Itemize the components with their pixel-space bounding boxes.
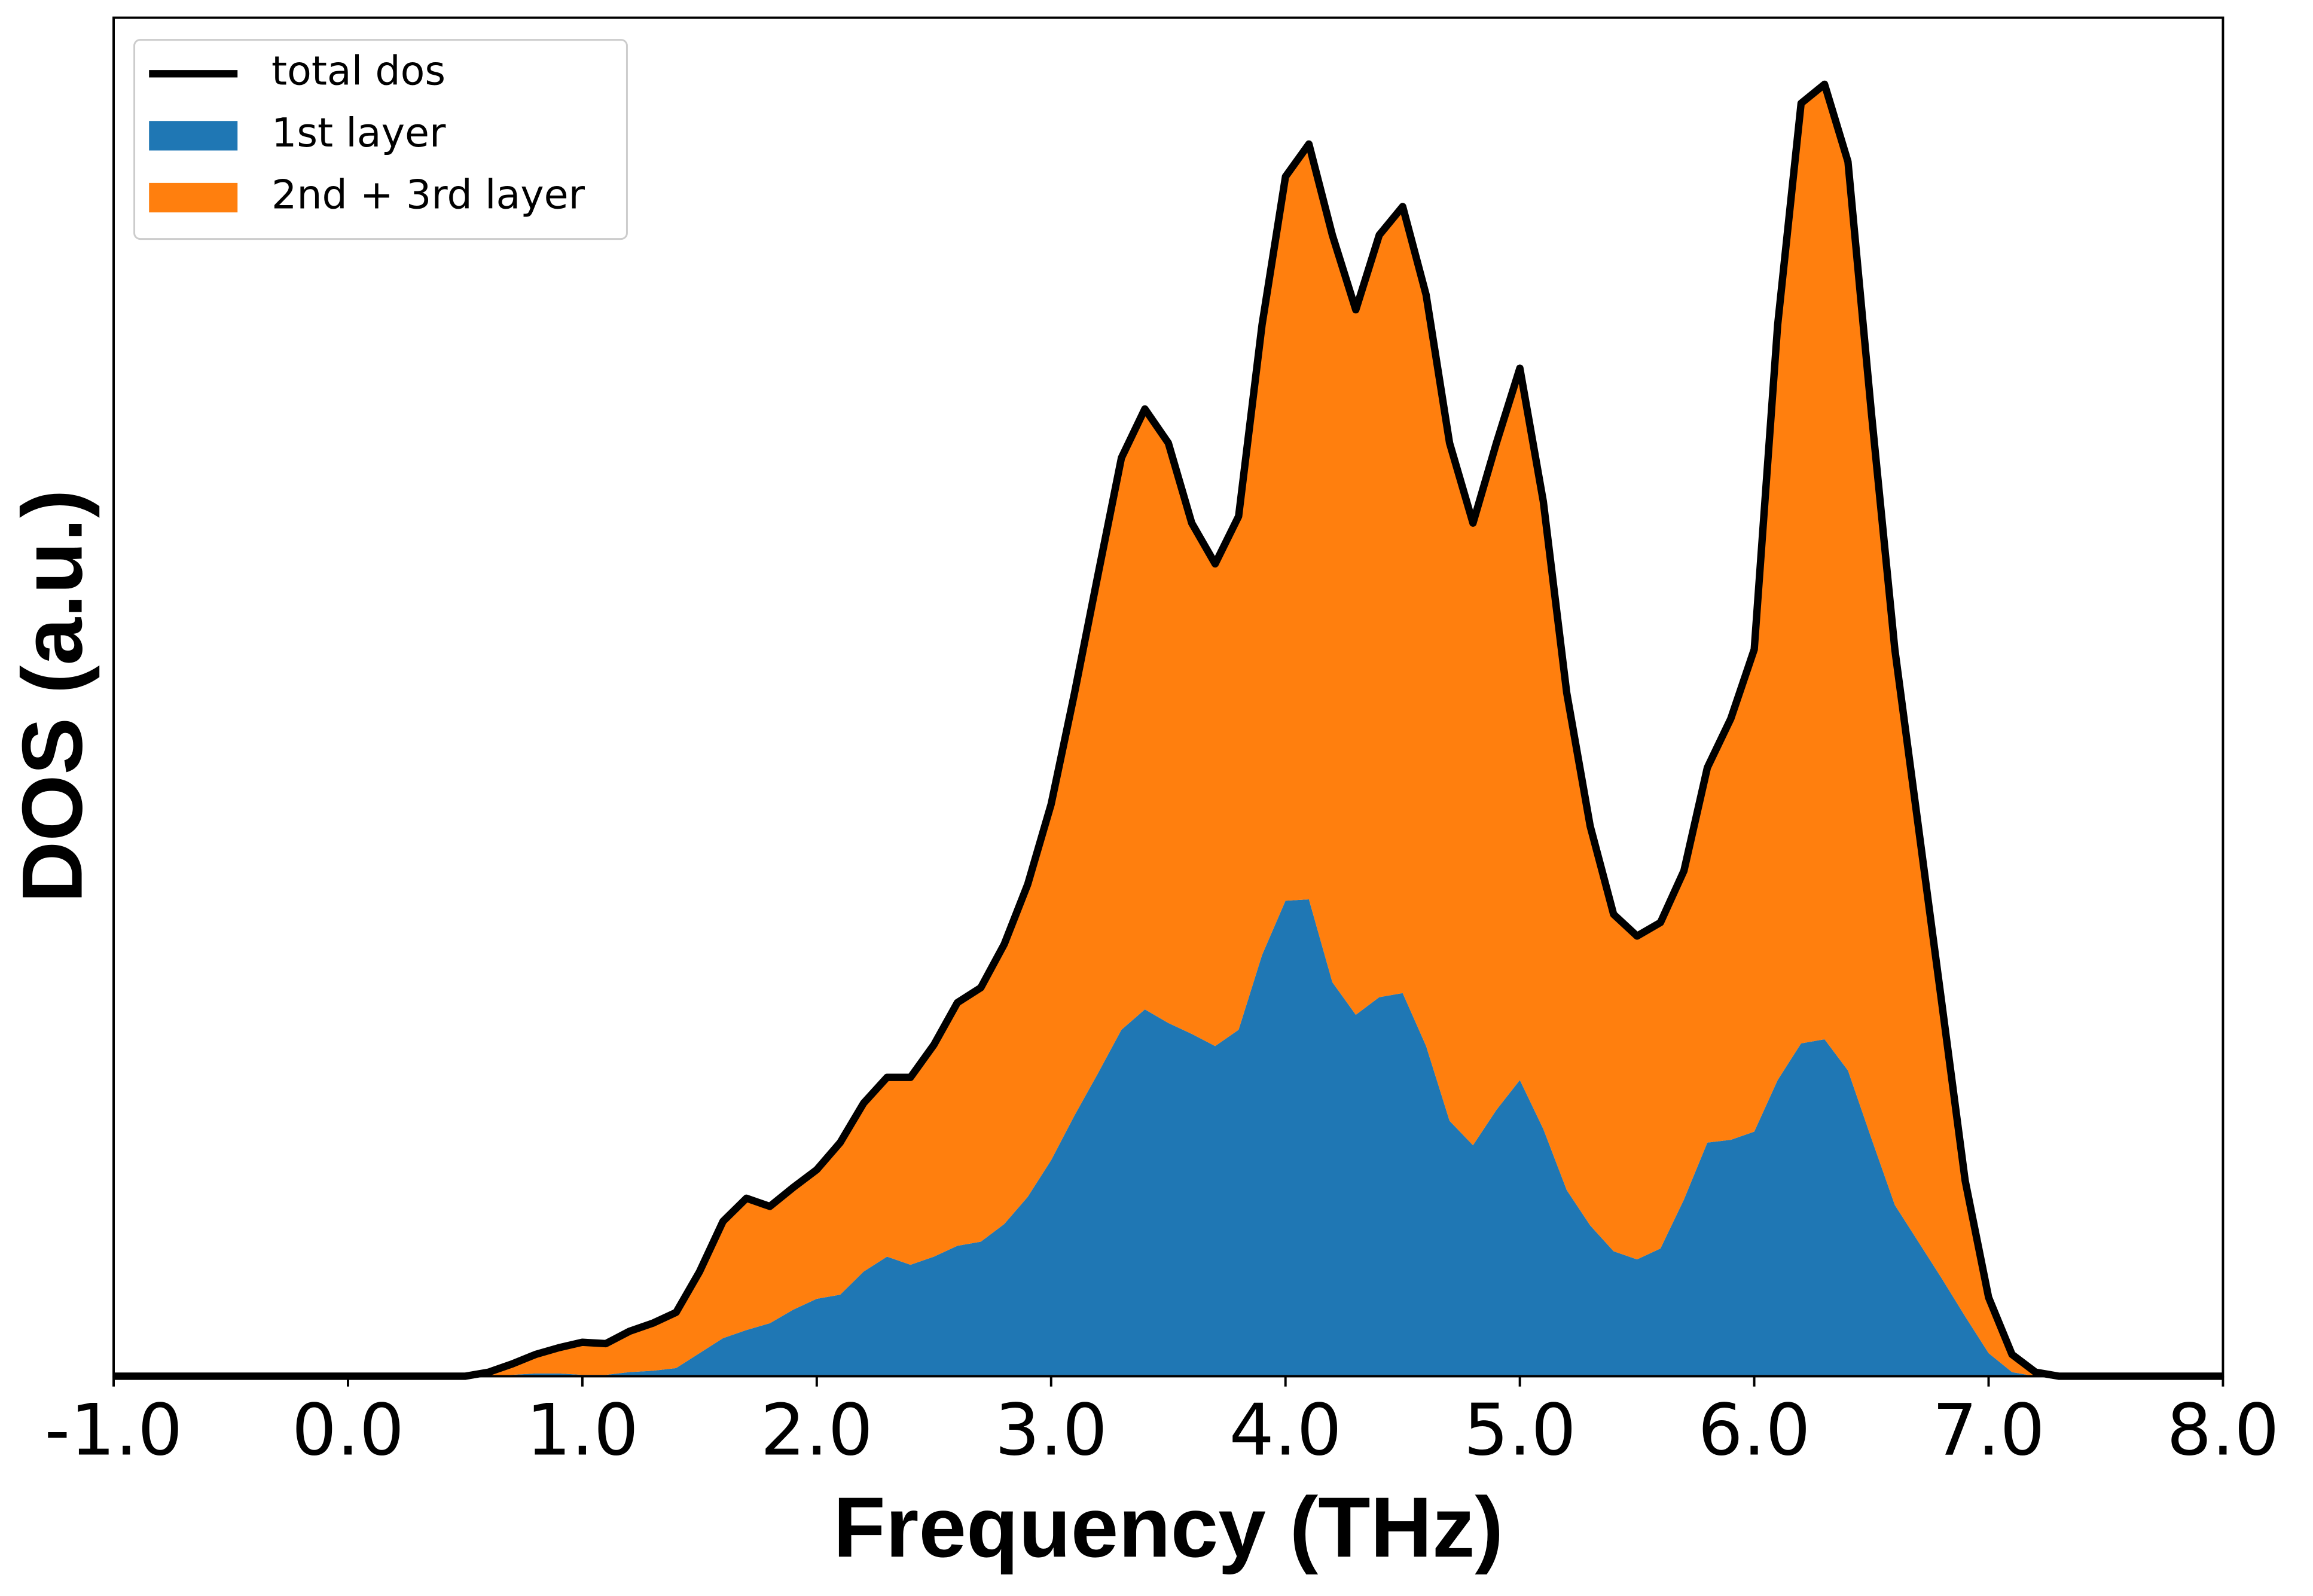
line bbox=[114, 80, 2223, 1380]
x-tick-label: 5.0 bbox=[1463, 1389, 1576, 1471]
y-axis-label: DOS (a.u.) bbox=[5, 490, 100, 904]
legend-label: 1st layer bbox=[271, 109, 446, 156]
axes-frame bbox=[112, 16, 2224, 1378]
x-axis-label: Frequency (THz) bbox=[833, 1479, 1503, 1575]
area bbox=[114, 899, 2223, 1377]
x-tick-label: 0.0 bbox=[292, 1389, 404, 1471]
area bbox=[114, 84, 2223, 1377]
x-tick-label: 8.0 bbox=[2166, 1389, 2279, 1471]
x-tick-label: 6.0 bbox=[1698, 1389, 1810, 1471]
x-tick-label: 2.0 bbox=[761, 1389, 873, 1471]
x-tick-label: 3.0 bbox=[995, 1389, 1107, 1471]
x-tick-label: -1.0 bbox=[45, 1389, 183, 1471]
legend-box bbox=[133, 39, 628, 240]
x-tick-label: 7.0 bbox=[1932, 1389, 2045, 1471]
legend-swatch bbox=[149, 121, 238, 151]
plot-area bbox=[114, 80, 2223, 1380]
x-tick-label: 4.0 bbox=[1229, 1389, 1342, 1471]
x-tick-label: 1.0 bbox=[526, 1389, 639, 1471]
legend-label: total dos bbox=[271, 47, 445, 94]
legend-label: 2nd + 3rd layer bbox=[271, 172, 585, 218]
legend: total dos 1st layer 2nd + 3rd layer bbox=[133, 39, 628, 240]
legend-swatch bbox=[149, 182, 238, 213]
